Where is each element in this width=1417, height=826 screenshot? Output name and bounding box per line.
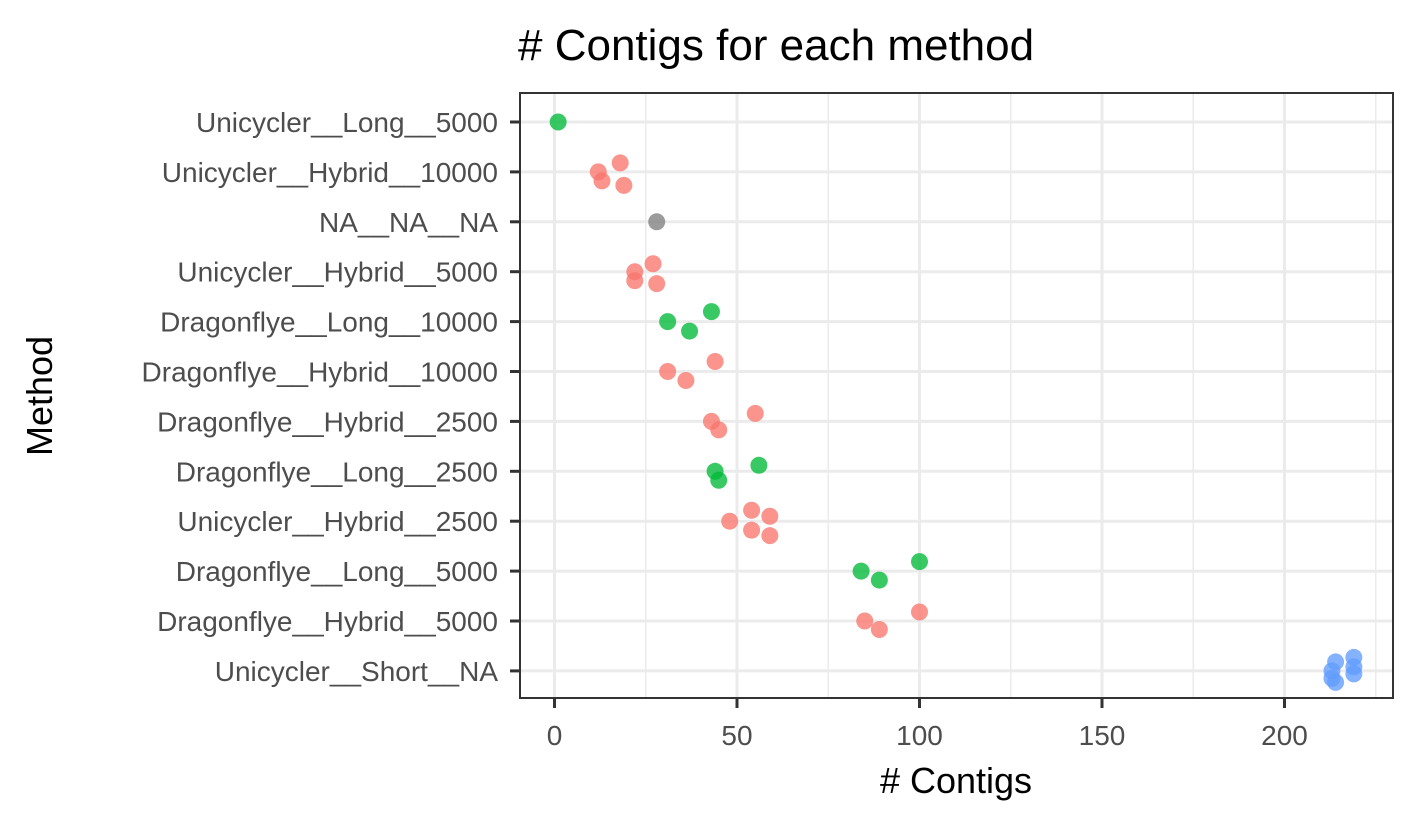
- x-tick-label: 50: [721, 720, 752, 751]
- grid-lines: [520, 93, 1393, 698]
- data-point-short: [1327, 673, 1345, 691]
- data-point-hybrid: [746, 404, 764, 422]
- data-point-hybrid: [677, 371, 695, 389]
- data-point-long: [870, 571, 888, 589]
- data-point-hybrid: [648, 275, 666, 293]
- y-tick-label: Dragonflye__Long__5000: [176, 556, 498, 587]
- data-point-hybrid: [611, 154, 629, 172]
- data-point-hybrid: [743, 501, 761, 519]
- data-point-hybrid: [615, 176, 633, 194]
- data-point-short: [1345, 665, 1363, 683]
- x-tick-label: 100: [896, 720, 943, 751]
- data-point-hybrid: [626, 272, 644, 290]
- data-points: [549, 113, 1363, 691]
- y-tick-label: Dragonflye__Long__2500: [176, 456, 498, 487]
- plot-panel-border: [519, 92, 1394, 699]
- chart-title: # Contigs for each method: [518, 21, 1034, 70]
- y-axis-title: Method: [19, 336, 60, 456]
- data-point-hybrid: [761, 507, 779, 525]
- x-tick-label: 0: [547, 720, 563, 751]
- data-point-long: [659, 313, 677, 331]
- x-tick-label: 150: [1079, 720, 1126, 751]
- y-tick-label: Dragonflye__Long__10000: [160, 307, 498, 338]
- data-point-hybrid: [593, 172, 611, 190]
- data-point-hybrid: [721, 512, 739, 530]
- y-tick-label: Dragonflye__Hybrid__5000: [157, 606, 498, 637]
- data-point-hybrid: [870, 620, 888, 638]
- data-point-long: [549, 113, 567, 131]
- y-tick-label: Unicycler__Hybrid__2500: [177, 506, 498, 537]
- data-point-hybrid: [911, 603, 928, 621]
- data-point-hybrid: [743, 521, 761, 539]
- data-point-hybrid: [659, 363, 677, 380]
- y-tick-label: Unicycler__Short__NA: [215, 656, 499, 687]
- y-tick-label: NA__NA__NA: [319, 207, 498, 238]
- data-point-long: [681, 322, 699, 340]
- data-point-hybrid: [706, 353, 724, 371]
- x-axis: 0 50 100 150 200: [547, 698, 1308, 751]
- data-point-hybrid: [644, 255, 662, 273]
- y-tick-label: Unicycler__Hybrid__10000: [162, 157, 498, 188]
- x-tick-label: 200: [1261, 720, 1308, 751]
- data-point-long: [852, 562, 870, 580]
- y-axis: Unicycler__Long__5000 Unicycler__Hybrid__…: [142, 107, 520, 687]
- y-tick-label: Dragonflye__Hybrid__10000: [142, 357, 498, 388]
- data-point-hybrid: [710, 421, 728, 439]
- data-point-long: [911, 553, 928, 571]
- data-point-na: [648, 213, 666, 231]
- y-tick-label: Unicycler__Long__5000: [196, 107, 498, 138]
- y-tick-label: Dragonflye__Hybrid__2500: [157, 406, 498, 437]
- data-point-long: [750, 456, 768, 474]
- data-point-long: [702, 303, 720, 321]
- data-point-long: [710, 471, 728, 489]
- data-point-hybrid: [856, 612, 874, 630]
- y-tick-label: Unicycler__Hybrid__5000: [177, 257, 498, 288]
- x-axis-title: # Contigs: [880, 760, 1032, 801]
- data-point-hybrid: [761, 527, 779, 545]
